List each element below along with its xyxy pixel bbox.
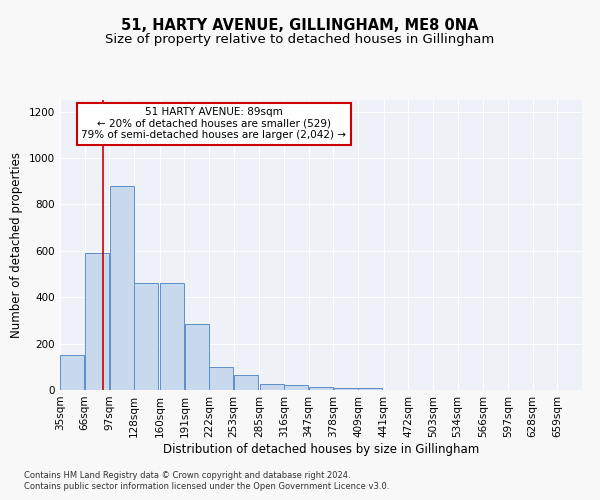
Text: 51 HARTY AVENUE: 89sqm
← 20% of detached houses are smaller (529)
79% of semi-de: 51 HARTY AVENUE: 89sqm ← 20% of detached… [82,108,346,140]
Bar [185,324,209,390]
Bar [260,384,284,390]
Bar [234,375,258,390]
Text: Contains HM Land Registry data © Crown copyright and database right 2024.: Contains HM Land Registry data © Crown c… [24,470,350,480]
Text: Distribution of detached houses by size in Gillingham: Distribution of detached houses by size … [163,442,479,456]
Bar [209,367,233,390]
Bar [134,284,158,390]
Text: Contains public sector information licensed under the Open Government Licence v3: Contains public sector information licen… [24,482,389,491]
Bar [85,253,109,390]
Bar [309,387,333,390]
Bar [284,386,308,390]
Bar [160,284,184,390]
Bar [358,388,382,390]
Bar [61,355,85,390]
Text: Size of property relative to detached houses in Gillingham: Size of property relative to detached ho… [106,32,494,46]
Bar [334,388,358,390]
Bar [110,186,134,390]
Y-axis label: Number of detached properties: Number of detached properties [10,152,23,338]
Text: 51, HARTY AVENUE, GILLINGHAM, ME8 0NA: 51, HARTY AVENUE, GILLINGHAM, ME8 0NA [121,18,479,32]
